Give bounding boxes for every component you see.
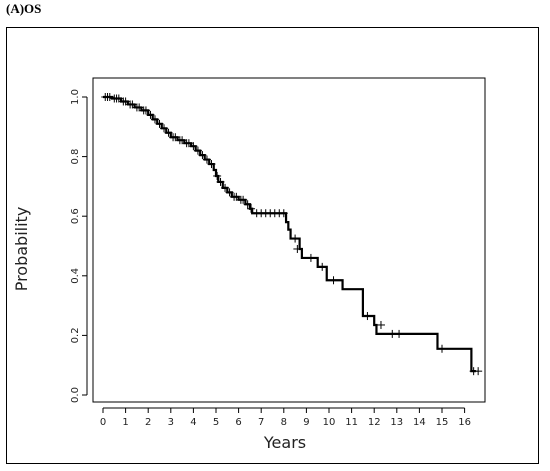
y-axis: 0.0 0.2 0.4 0.6 0.8 1.0 xyxy=(70,89,88,403)
censor-mark xyxy=(114,94,123,103)
x-tick-label: 16 xyxy=(458,417,471,428)
censor-mark xyxy=(193,146,202,155)
x-tick-label: 1 xyxy=(122,417,128,428)
censor-mark xyxy=(150,115,159,124)
x-tick-label: 10 xyxy=(323,417,336,428)
censor-mark xyxy=(363,312,372,321)
x-tick-label: 3 xyxy=(168,417,174,428)
censor-mark xyxy=(198,151,207,160)
y-tick-label: 0.0 xyxy=(70,387,81,403)
plot-box xyxy=(92,77,486,403)
x-axis-title: Years xyxy=(263,433,306,452)
censor-mark xyxy=(146,110,155,119)
censor-mark xyxy=(247,204,256,213)
x-tick-label: 15 xyxy=(436,417,449,428)
y-tick-label: 0.6 xyxy=(70,208,81,224)
x-tick-label: 14 xyxy=(413,417,426,428)
figure-frame: 0 1 2 3 4 5 6 7 8 9 10 11 12 13 14 15 16 0.0 0.2 0.4 0.6 0.8… xyxy=(6,27,539,464)
censor-mark xyxy=(164,128,173,137)
censor-mark xyxy=(279,209,288,218)
censor-mark xyxy=(395,329,404,338)
survival-step-line xyxy=(103,95,476,373)
censor-mark xyxy=(474,367,483,376)
x-tick-label: 12 xyxy=(368,417,381,428)
censor-mark xyxy=(184,139,193,148)
y-tick-label: 0.4 xyxy=(70,268,81,284)
censor-mark xyxy=(318,262,327,271)
x-tick-label: 11 xyxy=(345,417,358,428)
censor-mark xyxy=(221,183,230,192)
censor-mark xyxy=(213,171,222,180)
censor-mark xyxy=(171,133,180,142)
censor-marks xyxy=(101,93,483,376)
y-tick-label: 0.8 xyxy=(70,149,81,165)
x-tick-label: 5 xyxy=(213,417,219,428)
censor-mark xyxy=(293,244,302,253)
censor-mark xyxy=(135,103,144,112)
y-axis-title: Probability xyxy=(12,207,31,292)
x-tick-label: 13 xyxy=(390,417,403,428)
censor-mark xyxy=(225,188,234,197)
censor-mark xyxy=(155,119,164,128)
censor-mark xyxy=(306,253,315,262)
censor-mark xyxy=(376,320,385,329)
censor-mark xyxy=(243,200,252,209)
y-tick-label: 0.2 xyxy=(70,327,81,343)
survival-curve xyxy=(103,95,476,373)
censor-mark xyxy=(329,276,338,285)
censor-mark xyxy=(438,344,446,353)
y-tick-label: 1.0 xyxy=(70,89,81,105)
censor-mark xyxy=(388,329,397,338)
censor-mark xyxy=(160,124,169,133)
censor-mark xyxy=(141,106,150,115)
x-tick-label: 9 xyxy=(303,417,309,428)
censor-mark xyxy=(207,160,216,169)
x-tick-label: 6 xyxy=(235,417,241,428)
censor-mark xyxy=(178,136,187,145)
x-tick-label: 7 xyxy=(258,417,264,428)
censor-mark xyxy=(216,177,225,186)
panel-label: (A)OS xyxy=(6,1,42,16)
censor-mark xyxy=(121,97,130,106)
x-tick-label: 4 xyxy=(190,417,196,428)
x-tick-label: 2 xyxy=(145,417,151,428)
x-axis: 0 1 2 3 4 5 6 7 8 9 10 11 12 13 14 15 16 xyxy=(100,407,471,428)
censor-mark xyxy=(291,234,300,243)
censor-mark xyxy=(202,155,211,164)
km-plot: 0 1 2 3 4 5 6 7 8 9 10 11 12 13 14 15 16 0.00.20.40.60.8… xyxy=(12,77,486,452)
censor-mark xyxy=(128,100,137,109)
censor-mark xyxy=(189,142,198,151)
censor-mark xyxy=(239,195,248,204)
censor-mark xyxy=(232,192,241,201)
censor-mark xyxy=(105,93,114,101)
x-tick-label: 8 xyxy=(281,417,287,428)
x-tick-label: 0 xyxy=(100,417,106,428)
